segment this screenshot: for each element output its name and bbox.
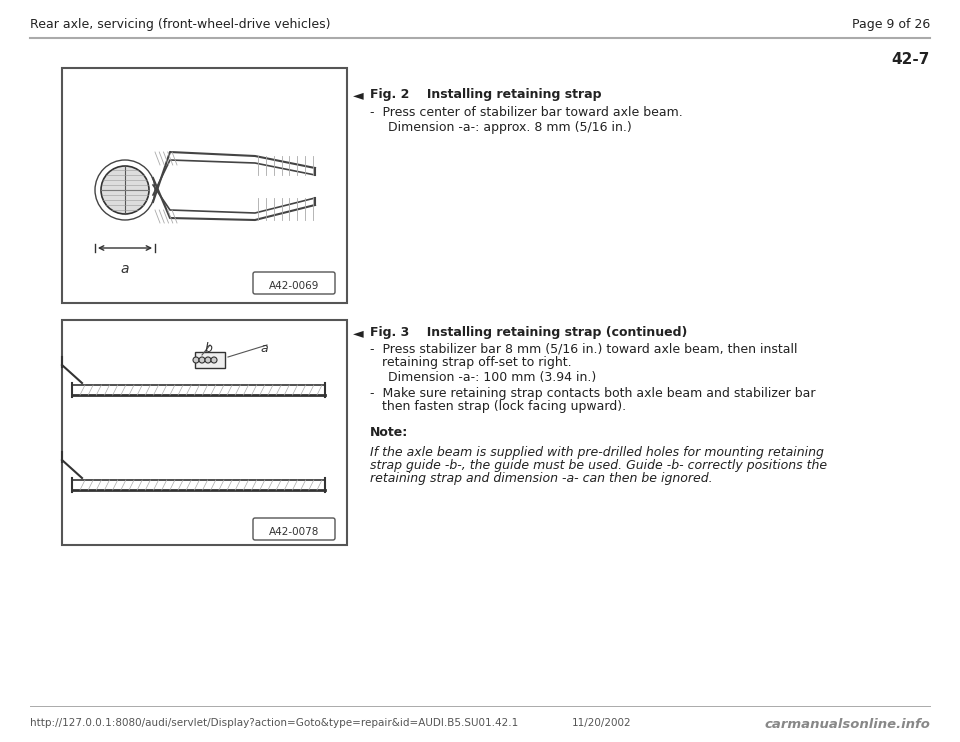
Text: http://127.0.0.1:8080/audi/servlet/Display?action=Goto&type=repair&id=AUDI.B5.SU: http://127.0.0.1:8080/audi/servlet/Displ… [30,718,518,728]
Text: Page 9 of 26: Page 9 of 26 [852,18,930,31]
Text: -  Press stabilizer bar 8 mm (5/16 in.) toward axle beam, then install: - Press stabilizer bar 8 mm (5/16 in.) t… [370,343,798,356]
Text: ◄: ◄ [353,326,364,340]
Text: retaining strap and dimension -a- can then be ignored.: retaining strap and dimension -a- can th… [370,472,712,485]
Text: Fig. 2    Installing retaining strap: Fig. 2 Installing retaining strap [370,88,602,101]
Text: ◄: ◄ [353,88,364,102]
Text: carmanualsonline.info: carmanualsonline.info [764,718,930,731]
FancyBboxPatch shape [253,518,335,540]
Text: -  Make sure retaining strap contacts both axle beam and stabilizer bar: - Make sure retaining strap contacts bot… [370,387,815,400]
Bar [195,352,225,368]
Text: Dimension -a-: 100 mm (3.94 in.): Dimension -a-: 100 mm (3.94 in.) [388,371,596,384]
Circle shape [199,357,205,363]
Text: Rear axle, servicing (front-wheel-drive vehicles): Rear axle, servicing (front-wheel-drive … [30,18,330,31]
Circle shape [205,357,211,363]
Text: retaining strap off-set to right.: retaining strap off-set to right. [370,356,571,369]
Bar [62,68,347,303]
Text: strap guide -b-, the guide must be used. Guide -b- correctly positions the: strap guide -b-, the guide must be used.… [370,459,828,472]
Text: a: a [121,262,130,276]
Text: Fig. 3    Installing retaining strap (continued): Fig. 3 Installing retaining strap (conti… [370,326,687,339]
Text: A42-0078: A42-0078 [269,527,319,537]
Text: 11/20/2002: 11/20/2002 [572,718,632,728]
Text: If the axle beam is supplied with pre-drilled holes for mounting retaining: If the axle beam is supplied with pre-dr… [370,446,824,459]
Text: a: a [260,342,268,355]
FancyBboxPatch shape [253,272,335,294]
Text: Dimension -a-: approx. 8 mm (5/16 in.): Dimension -a-: approx. 8 mm (5/16 in.) [388,121,632,134]
Bar [62,320,347,545]
Circle shape [211,357,217,363]
Text: 42-7: 42-7 [892,52,930,67]
Text: b: b [205,342,213,355]
Text: Note:: Note: [370,426,408,439]
Circle shape [101,166,149,214]
Text: then fasten strap (lock facing upward).: then fasten strap (lock facing upward). [370,400,626,413]
Text: A42-0069: A42-0069 [269,281,319,291]
Text: -  Press center of stabilizer bar toward axle beam.: - Press center of stabilizer bar toward … [370,106,683,119]
Circle shape [193,357,199,363]
